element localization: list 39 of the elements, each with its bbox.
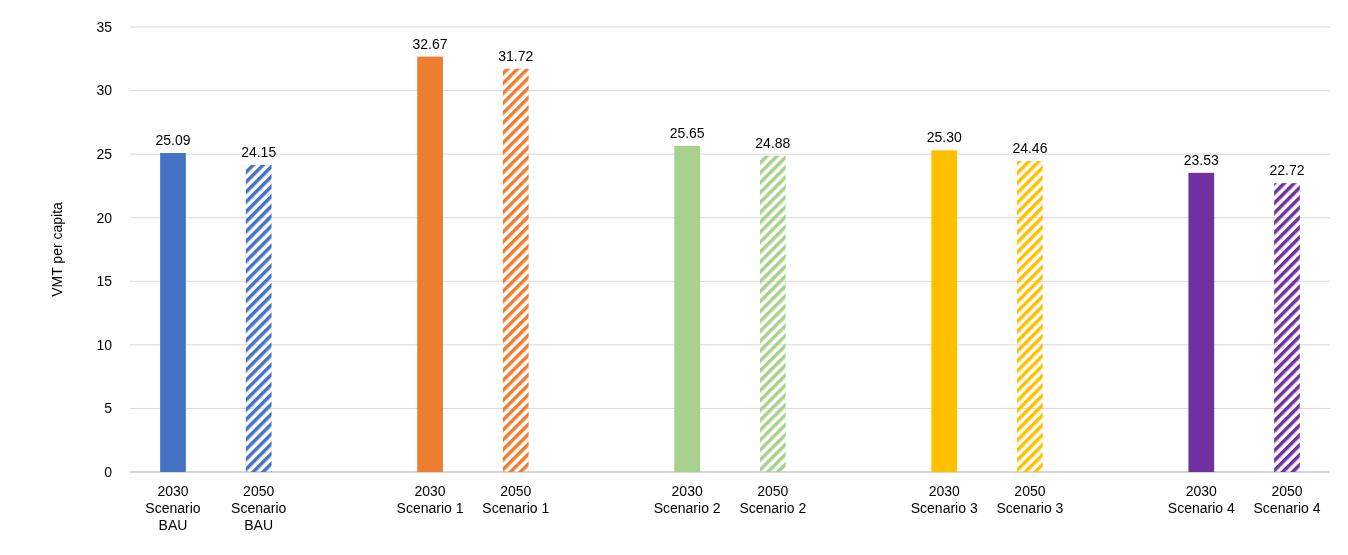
x-tick-label: 2050 Scenario 1 <box>482 483 550 516</box>
x-tick-label: 2050 Scenario 4 <box>1253 483 1321 516</box>
x-tick-label: 2030 Scenario 3 <box>910 483 978 516</box>
bar <box>417 56 443 472</box>
y-tick-label: 30 <box>96 82 113 99</box>
data-label: 25.09 <box>155 132 191 148</box>
bar <box>160 153 186 472</box>
y-tick-label: 0 <box>104 463 113 480</box>
bar <box>502 68 529 472</box>
data-label: 24.46 <box>1012 140 1048 157</box>
y-tick-label: 25 <box>96 146 113 163</box>
y-tick-label: 35 <box>96 18 113 35</box>
bar <box>245 164 272 472</box>
y-tick-label: 5 <box>104 400 113 417</box>
x-tick-label: 2050 Scenario BAU <box>231 483 287 533</box>
x-tick-label: 2030 Scenario BAU <box>145 483 201 533</box>
data-label: 23.53 <box>1183 151 1220 168</box>
y-axis-title: VMT per capita <box>49 201 65 297</box>
bar <box>1017 161 1043 472</box>
bar <box>759 155 786 472</box>
data-label: 22.72 <box>1269 162 1305 179</box>
y-tick-label: 20 <box>96 209 113 226</box>
data-label: 24.88 <box>755 134 791 151</box>
bar <box>1274 183 1300 472</box>
data-label: 25.30 <box>926 129 962 146</box>
bar <box>931 150 958 472</box>
data-label: 31.72 <box>498 47 534 64</box>
data-label: 25.65 <box>669 124 705 141</box>
y-tick-label: 15 <box>96 273 113 290</box>
data-label: 24.15 <box>241 143 277 160</box>
x-tick-label: 2050 Scenario 3 <box>996 483 1064 516</box>
data-label: 32.67 <box>412 35 448 52</box>
x-tick-label: 2030 Scenario 2 <box>653 483 721 516</box>
bar <box>674 145 701 472</box>
x-tick-label: 2030 Scenario 4 <box>1167 483 1235 516</box>
x-tick-label: 2030 Scenario 1 <box>396 483 464 516</box>
x-tick-label: 2050 Scenario 2 <box>739 483 807 516</box>
bar <box>1188 172 1215 472</box>
y-tick-label: 10 <box>96 336 113 353</box>
